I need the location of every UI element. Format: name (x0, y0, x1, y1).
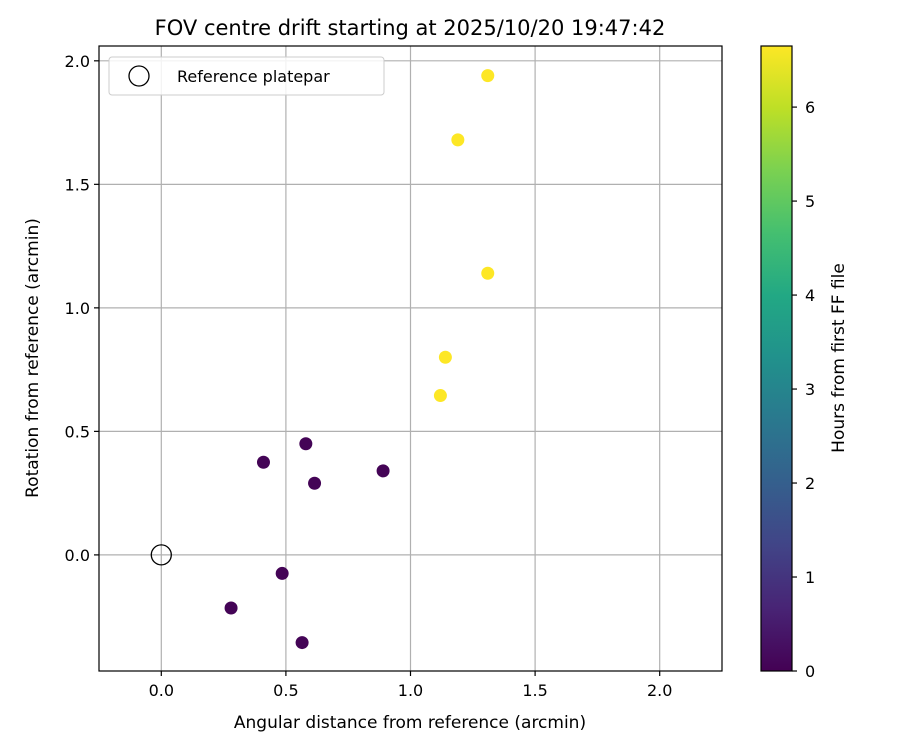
colorbar-tick-label: 2 (805, 474, 815, 493)
colorbar-label: Hours from first FF file (829, 263, 849, 453)
data-point (438, 350, 452, 364)
data-point (481, 69, 495, 83)
x-tick-label: 0.5 (273, 681, 298, 700)
colorbar-gradient (760, 45, 793, 672)
colorbar-tick-label: 1 (805, 568, 815, 587)
data-point (256, 455, 270, 469)
legend-marker (128, 65, 150, 87)
data-point (299, 437, 313, 451)
y-tick-label: 0.5 (65, 422, 90, 441)
x-axis-label: Angular distance from reference (arcmin) (234, 713, 586, 733)
colorbar-tick-label: 6 (805, 98, 815, 117)
y-tick-label: 1.0 (65, 299, 90, 318)
legend-box (108, 56, 385, 96)
colorbar-tick-label: 5 (805, 192, 815, 211)
y-axis-label: Rotation from reference (arcmin) (23, 218, 43, 498)
y-tick-label: 1.5 (65, 175, 90, 194)
x-tick-label: 0.0 (149, 681, 174, 700)
data-point (451, 133, 465, 147)
chart-title: FOV centre drift starting at 2025/10/20 … (155, 16, 666, 40)
data-point (224, 601, 238, 615)
data-point (376, 464, 390, 478)
y-tick-label: 0.0 (65, 546, 90, 565)
x-axis-ticks: 0.0 0.5 1.0 1.5 2.0 (149, 671, 672, 700)
data-point (308, 476, 322, 490)
y-tick-label: 2.0 (65, 52, 90, 71)
legend: Reference platepar (108, 56, 385, 96)
colorbar: 0 1 2 3 4 5 6 Hours from first FF file (760, 45, 849, 681)
y-axis-ticks: 0.0 0.5 1.0 1.5 2.0 (65, 52, 99, 565)
x-tick-label: 1.0 (398, 681, 423, 700)
data-point (275, 566, 289, 580)
colorbar-tick-label: 3 (805, 380, 815, 399)
scatter-points (150, 69, 495, 650)
colorbar-tick-label: 0 (805, 662, 815, 681)
data-point (295, 636, 309, 650)
data-point (481, 266, 495, 280)
x-tick-label: 1.5 (522, 681, 547, 700)
data-point (433, 389, 447, 403)
reference-point (150, 544, 172, 566)
legend-label: Reference platepar (177, 67, 330, 86)
x-tick-label: 2.0 (647, 681, 672, 700)
grid (99, 46, 722, 671)
colorbar-tick-label: 4 (805, 286, 815, 305)
